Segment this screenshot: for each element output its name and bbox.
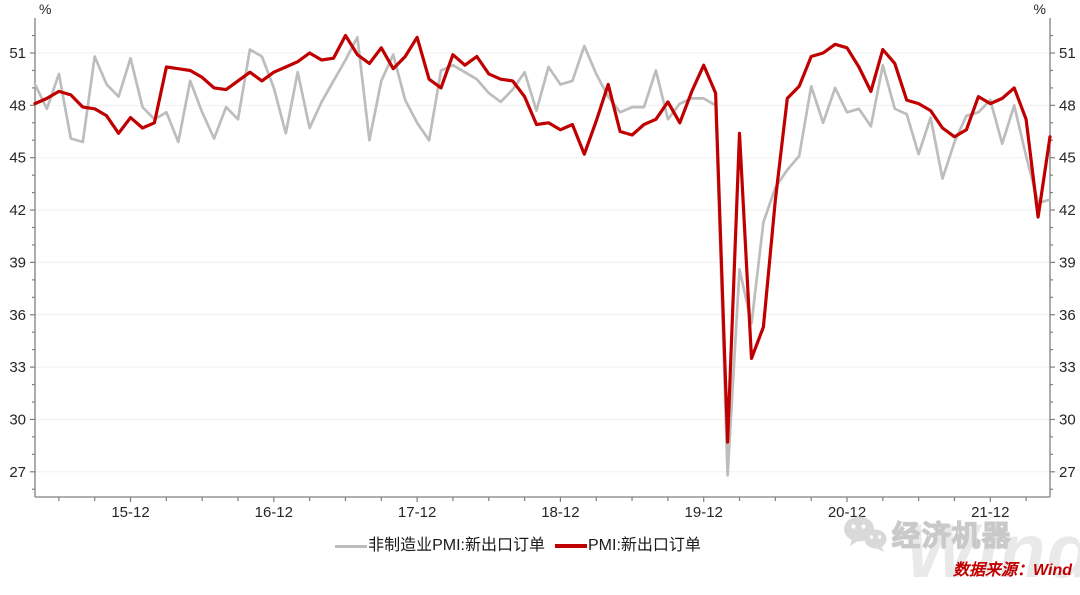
- gray-line-marker: [335, 544, 368, 548]
- wind-watermark: Wind: [904, 509, 1080, 594]
- y-axis-label-right: 33: [1059, 359, 1076, 376]
- unit-label-left: %: [39, 1, 51, 17]
- x-axis-label: 16-12: [255, 504, 293, 521]
- x-axis-label: 21-12: [971, 504, 1009, 521]
- y-axis-label-right: 42: [1059, 202, 1076, 219]
- brand-name: 经济机器: [891, 519, 1012, 551]
- pmi-new-export-orders-line: [33, 33, 1052, 444]
- legend-label: PMI:新出口订单: [588, 537, 701, 554]
- y-axis-label-right: 51: [1059, 45, 1076, 62]
- y-axis-label-left: 36: [9, 307, 26, 324]
- y-axis-label-right: 48: [1059, 97, 1076, 114]
- x-axis-label: 19-12: [685, 504, 723, 521]
- data-source-note: 数据来源：Wind: [953, 562, 1072, 579]
- y-axis-label-left: 48: [9, 97, 26, 114]
- y-axis-label-left: 30: [9, 411, 26, 428]
- y-axis-label-left: 42: [9, 202, 26, 219]
- x-axis-label: 18-12: [541, 504, 579, 521]
- x-axis-label: 15-12: [111, 504, 149, 521]
- pmi-line-chart: 27 27 30 30 33 33 36 36 39 39 42 42 45 45 48 48 51 51% % 15…: [9, 1, 1076, 521]
- y-axis-label-left: 45: [9, 150, 26, 167]
- y-axis-label-left: 27: [9, 464, 26, 481]
- y-axis-label-right: 36: [1059, 307, 1076, 324]
- y-axis-label-right: 30: [1059, 411, 1076, 428]
- nonmanufacturing-pmi-new-export-orders-line: [33, 35, 1052, 477]
- y-axis-label-left: 33: [9, 359, 26, 376]
- unit-label-right: %: [1034, 1, 1046, 17]
- brand-logo: 经济机器: [842, 513, 1012, 555]
- y-axis-label-left: 39: [9, 254, 26, 271]
- legend-item-manufacturing-pmi[interactable]: PMI:新出口订单: [555, 535, 701, 557]
- y-axis-label-right: 45: [1059, 150, 1076, 167]
- y-axis-label-right: 39: [1059, 254, 1076, 271]
- legend-item-nonmanufacturing-pmi[interactable]: 非制造业PMI:新出口订单: [335, 535, 545, 557]
- legend-label: 非制造业PMI:新出口订单: [368, 537, 545, 554]
- wechat-icon: [843, 516, 887, 552]
- x-axis-label: 17-12: [398, 504, 436, 521]
- y-axis-label-left: 51: [9, 45, 26, 62]
- y-axis-label-right: 27: [1059, 464, 1076, 481]
- chart-legend: 非制造业PMI:新出口订单 PMI:新出口订单: [0, 535, 1058, 557]
- red-line-marker: [555, 544, 587, 548]
